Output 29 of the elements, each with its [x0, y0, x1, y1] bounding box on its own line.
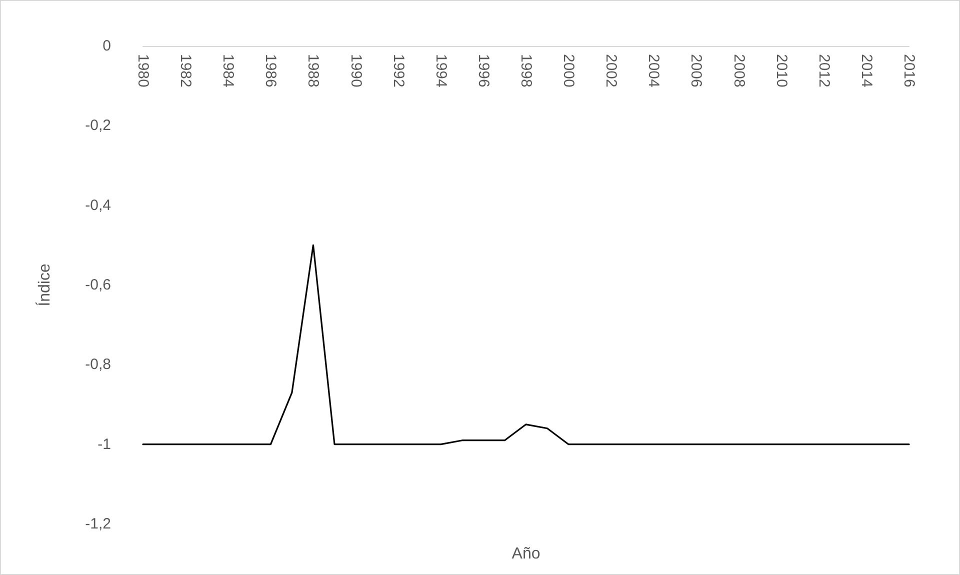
- y-tick-label: -1: [98, 436, 111, 453]
- x-tick-label: 1998: [518, 54, 534, 88]
- x-tick-label: 1984: [220, 54, 237, 88]
- x-tick-label: 1994: [432, 54, 450, 88]
- x-tick-label: 1982: [177, 54, 194, 88]
- x-tick-label: 1990: [347, 54, 364, 88]
- line-series: [142, 244, 910, 446]
- x-tick-label: 2008: [730, 54, 748, 88]
- x-tick-label: 2000: [560, 54, 578, 88]
- x-tick-label: 2010: [772, 54, 790, 88]
- x-tick-label: 2012: [815, 54, 832, 88]
- y-tick-label: -1,2: [85, 516, 111, 532]
- x-tick-label: 2016: [900, 54, 918, 88]
- y-tick-label: -0,2: [85, 117, 111, 134]
- x-tick-label: 1980: [134, 54, 152, 88]
- x-axis-title: Año: [512, 546, 540, 562]
- x-tick-label: 2004: [645, 54, 662, 88]
- y-axis-title: Índice: [36, 264, 54, 306]
- x-tick-label: 1988: [304, 54, 322, 88]
- y-tick-label: -0,4: [85, 196, 111, 214]
- y-tick-label: 0: [102, 38, 111, 54]
- x-tick-label: 1996: [474, 54, 492, 88]
- y-tick-label: -0,6: [85, 276, 111, 294]
- x-tick-label: 1992: [390, 54, 407, 88]
- x-tick-label: 2014: [858, 54, 875, 88]
- x-tick-label: 2002: [602, 54, 620, 88]
- x-tick-label: 2006: [688, 54, 705, 88]
- x-tick-label: 1986: [262, 54, 280, 88]
- y-tick-label: -0,8: [85, 356, 111, 374]
